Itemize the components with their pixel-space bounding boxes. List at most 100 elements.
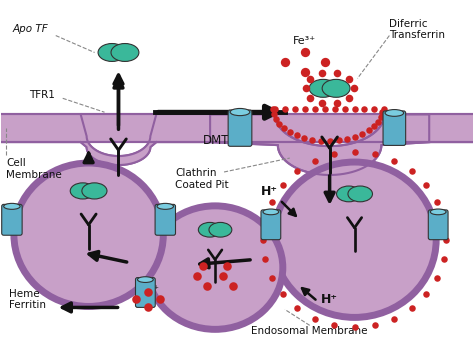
Point — [268, 199, 276, 204]
Ellipse shape — [309, 79, 337, 97]
Point — [374, 119, 382, 124]
Point — [270, 112, 277, 117]
Point — [223, 263, 231, 268]
Point — [433, 199, 441, 204]
Point — [317, 138, 325, 144]
Point — [442, 237, 450, 242]
Point — [311, 316, 319, 322]
Point — [371, 151, 379, 157]
Text: H⁺: H⁺ — [321, 293, 338, 306]
Ellipse shape — [70, 183, 95, 199]
Text: TFR1: TFR1 — [29, 90, 55, 100]
Text: Endosomal Membrane: Endosomal Membrane — [251, 326, 368, 336]
Point — [269, 106, 277, 112]
Point — [281, 106, 289, 112]
Ellipse shape — [385, 109, 404, 116]
Point — [358, 131, 366, 137]
Point — [381, 106, 388, 112]
Point — [351, 134, 359, 139]
Ellipse shape — [4, 203, 20, 209]
Point — [377, 114, 384, 120]
Point — [291, 106, 299, 112]
Point — [326, 138, 334, 144]
Point — [351, 106, 358, 112]
Text: Fe³⁺: Fe³⁺ — [293, 35, 316, 46]
Ellipse shape — [430, 209, 446, 215]
FancyBboxPatch shape — [136, 278, 155, 307]
Point — [293, 306, 301, 311]
Point — [271, 106, 279, 112]
Point — [302, 86, 310, 91]
Point — [371, 106, 378, 112]
Bar — [1, 114, 473, 142]
Text: H⁺: H⁺ — [261, 186, 278, 198]
Point — [203, 283, 211, 288]
Point — [345, 95, 353, 101]
Point — [272, 117, 280, 122]
Ellipse shape — [322, 79, 350, 97]
Point — [261, 256, 269, 262]
Point — [229, 283, 237, 288]
Point — [133, 297, 140, 302]
Point — [341, 106, 348, 112]
Point — [301, 70, 309, 75]
Ellipse shape — [82, 183, 107, 199]
Point — [200, 263, 207, 268]
Point — [145, 305, 152, 310]
Point — [440, 218, 447, 223]
Ellipse shape — [209, 222, 232, 237]
Point — [275, 121, 283, 127]
Text: Fe²⁺: Fe²⁺ — [137, 284, 160, 295]
Point — [351, 325, 358, 330]
Text: Cell
Membrane: Cell Membrane — [6, 158, 62, 180]
Point — [268, 275, 276, 280]
Point — [330, 323, 338, 328]
Point — [156, 297, 164, 302]
Bar — [1, 114, 473, 142]
Point — [378, 109, 386, 115]
Ellipse shape — [337, 186, 361, 202]
Point — [311, 158, 319, 163]
Point — [330, 151, 338, 157]
Point — [219, 273, 227, 278]
Polygon shape — [81, 114, 156, 165]
Ellipse shape — [273, 162, 436, 317]
Ellipse shape — [98, 44, 126, 61]
Point — [279, 292, 287, 297]
Point — [286, 130, 293, 135]
Point — [293, 168, 301, 174]
Point — [301, 50, 309, 55]
Point — [309, 137, 316, 143]
Point — [361, 106, 368, 112]
Point — [422, 292, 430, 297]
Text: Apo TF: Apo TF — [13, 24, 49, 33]
Point — [321, 106, 328, 112]
Ellipse shape — [263, 209, 279, 215]
Text: DMT1: DMT1 — [203, 134, 237, 147]
Point — [365, 128, 373, 133]
Point — [311, 106, 319, 112]
Point — [145, 289, 152, 294]
FancyBboxPatch shape — [228, 110, 252, 146]
Point — [319, 101, 326, 106]
FancyBboxPatch shape — [261, 210, 281, 240]
Ellipse shape — [348, 186, 373, 202]
Polygon shape — [210, 114, 429, 175]
Point — [331, 106, 338, 112]
Point — [301, 106, 309, 112]
Text: Diferric
Transferrin: Diferric Transferrin — [389, 19, 446, 40]
Point — [351, 149, 358, 155]
FancyBboxPatch shape — [2, 204, 22, 235]
Point — [408, 306, 415, 311]
Ellipse shape — [157, 203, 173, 209]
Point — [321, 60, 328, 65]
Point — [408, 168, 415, 174]
Ellipse shape — [230, 108, 250, 116]
Point — [391, 316, 398, 322]
Point — [319, 71, 326, 76]
Text: Clathrin
Coated Pit: Clathrin Coated Pit — [175, 168, 229, 190]
Polygon shape — [1, 114, 473, 165]
Point — [343, 136, 351, 142]
Point — [281, 60, 289, 65]
Point — [280, 126, 288, 131]
